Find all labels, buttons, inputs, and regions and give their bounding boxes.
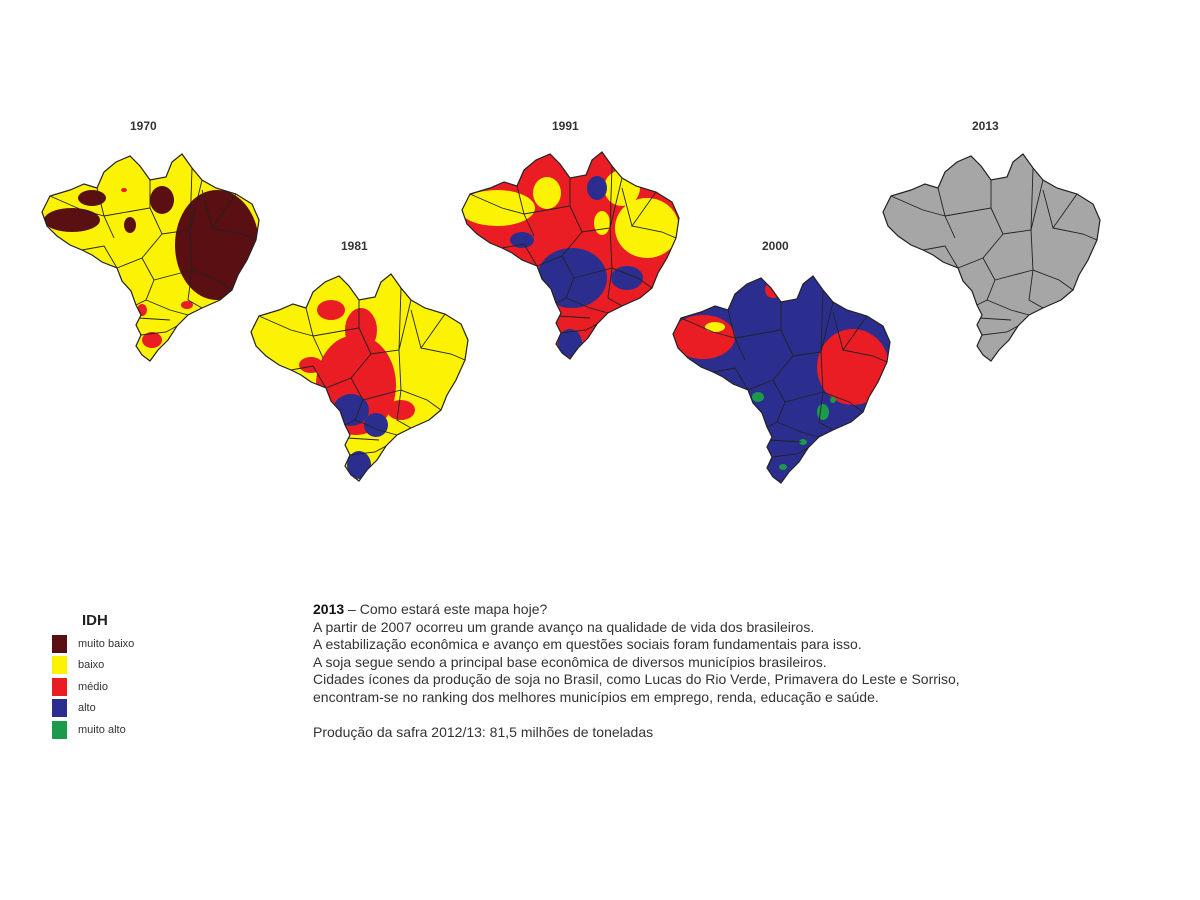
description-line: A estabilização econômica e avanço em qu…	[313, 636, 862, 653]
idh-region	[537, 248, 607, 308]
idh-region	[533, 177, 561, 209]
brazil-map-1991	[461, 151, 680, 360]
idh-region	[462, 190, 535, 226]
country-outline	[461, 151, 680, 360]
map-year-1991: 1991	[552, 119, 579, 133]
legend-item: baixo	[52, 655, 134, 677]
idh-region	[611, 266, 643, 290]
map-year-1970: 1970	[130, 119, 157, 133]
legend-label: muito alto	[78, 723, 126, 736]
legend-swatch	[52, 634, 67, 653]
idh-region	[181, 301, 193, 309]
idh-region	[817, 329, 889, 405]
idh-region	[121, 188, 127, 192]
legend-label: alto	[78, 702, 96, 715]
idh-region	[615, 198, 679, 258]
idh-legend: IDH muito baixo baixo médio alto muito alto	[52, 612, 134, 741]
idh-region	[150, 186, 174, 214]
idh-region	[299, 357, 323, 373]
idh-region	[175, 190, 259, 300]
legend-label: muito baixo	[78, 637, 135, 650]
state-borders	[680, 289, 888, 458]
legend-item: muito alto	[52, 719, 134, 741]
idh-region	[124, 217, 136, 233]
idh-region	[317, 300, 345, 320]
description-line: A soja segue sendo a principal base econ…	[313, 653, 827, 670]
brazil-map-2013	[882, 153, 1101, 362]
legend-swatch	[52, 720, 67, 739]
legend-item: médio	[52, 676, 134, 698]
legend-item: muito baixo	[52, 633, 134, 655]
description-text: 2013 – Como estará este mapa hoje? A par…	[313, 601, 960, 741]
idh-region	[587, 176, 607, 200]
description-heading: 2013 – Como estará este mapa hoje?	[313, 601, 960, 619]
map-year-2013: 2013	[972, 119, 999, 133]
heading-question: – Como estará este mapa hoje?	[344, 601, 548, 617]
map-year-2000: 2000	[762, 239, 789, 253]
idh-region	[78, 190, 106, 206]
brazil-map-1970	[41, 153, 260, 362]
production-line: Produção da safra 2012/13: 81,5 milhões …	[313, 723, 654, 740]
idh-region	[387, 400, 415, 420]
legend-label: baixo	[78, 659, 105, 672]
brazil-map-2000	[672, 275, 891, 484]
legend-item: alto	[52, 698, 134, 720]
idh-region	[594, 211, 610, 235]
idh-region	[799, 439, 807, 445]
state-borders	[890, 167, 1098, 336]
description-line: A partir de 2007 ocorreu um grande avanç…	[313, 618, 815, 635]
country-outline	[250, 273, 469, 482]
idh-region	[673, 315, 735, 359]
legend-swatch	[52, 699, 67, 718]
legend-label: médio	[78, 680, 108, 693]
map-year-1981: 1981	[341, 239, 368, 253]
idh-region	[142, 332, 162, 348]
idh-region	[705, 322, 725, 332]
idh-region	[44, 208, 100, 232]
country-outline	[41, 153, 260, 362]
description-line: Cidades ícones da produção de soja no Br…	[313, 671, 960, 688]
legend-swatch	[52, 677, 67, 696]
legend-swatch	[52, 656, 67, 675]
idh-region	[510, 232, 534, 248]
brazil-map-1981	[250, 273, 469, 482]
heading-year: 2013	[313, 601, 345, 617]
idh-region	[830, 397, 836, 403]
description-line: encontram-se no ranking dos melhores mun…	[313, 688, 879, 705]
state-borders	[469, 165, 677, 334]
country-outline	[672, 275, 891, 484]
state-borders	[49, 167, 257, 336]
idh-region	[817, 404, 829, 420]
idh-region	[779, 464, 787, 470]
idh-region	[752, 392, 764, 402]
country-outline	[882, 153, 1101, 362]
map-region-base	[883, 154, 1100, 361]
legend-title: IDH	[82, 612, 108, 629]
state-borders	[258, 287, 466, 456]
idh-region	[345, 308, 377, 352]
